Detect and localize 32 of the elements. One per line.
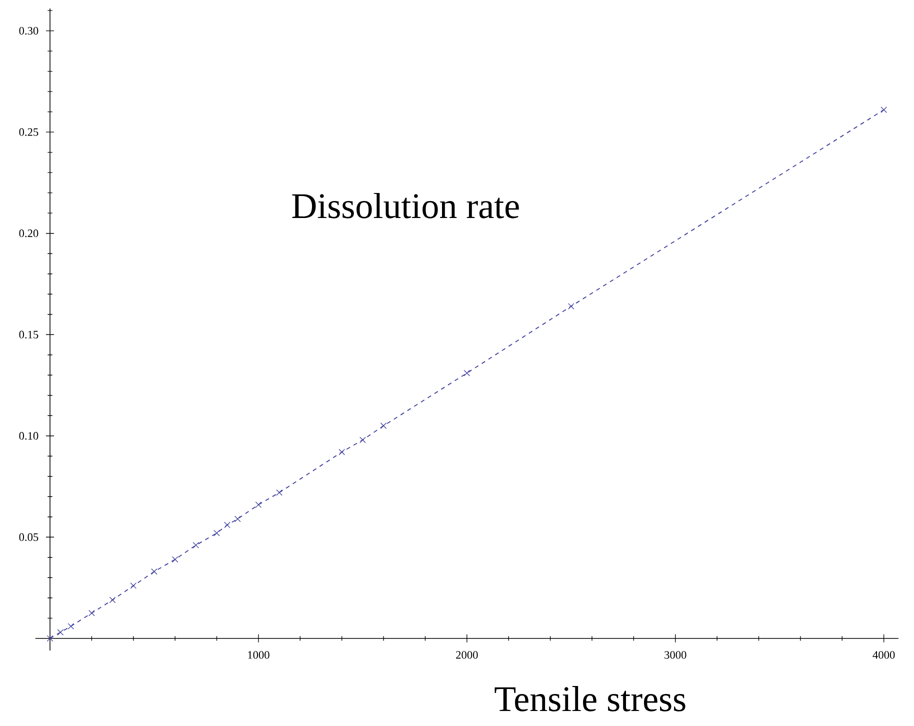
y-tick-label: 0.10	[19, 432, 38, 440]
point	[338, 448, 346, 456]
x-tick-label: 3000	[664, 651, 686, 659]
point	[88, 610, 95, 616]
point	[380, 422, 387, 429]
point	[192, 542, 200, 548]
y-axis-title: Dissolution rate	[292, 192, 519, 218]
x-tick-label: 2000	[456, 651, 478, 659]
x-tick-label: 1000	[248, 651, 270, 659]
x-axis-title: Tensile stress	[494, 686, 686, 712]
point	[109, 596, 116, 604]
point	[568, 303, 574, 310]
y-tick-label: 0.20	[19, 230, 38, 238]
y-tick-label: 0.25	[19, 128, 38, 136]
y-tick-label: 0.30	[19, 26, 38, 35]
point	[255, 502, 262, 508]
x-tick-label: 4000	[872, 651, 895, 659]
point	[276, 489, 282, 496]
point	[57, 629, 64, 636]
point	[234, 516, 241, 522]
y-tick-label: 0.15	[19, 330, 38, 338]
point	[224, 522, 230, 528]
point	[46, 635, 54, 642]
point	[68, 623, 74, 630]
point	[130, 582, 137, 589]
point	[464, 370, 470, 376]
y-tick-label: 0.05	[19, 533, 38, 541]
point	[172, 556, 178, 563]
point	[214, 530, 220, 536]
point	[360, 436, 366, 444]
point	[151, 568, 158, 575]
point	[880, 106, 887, 113]
